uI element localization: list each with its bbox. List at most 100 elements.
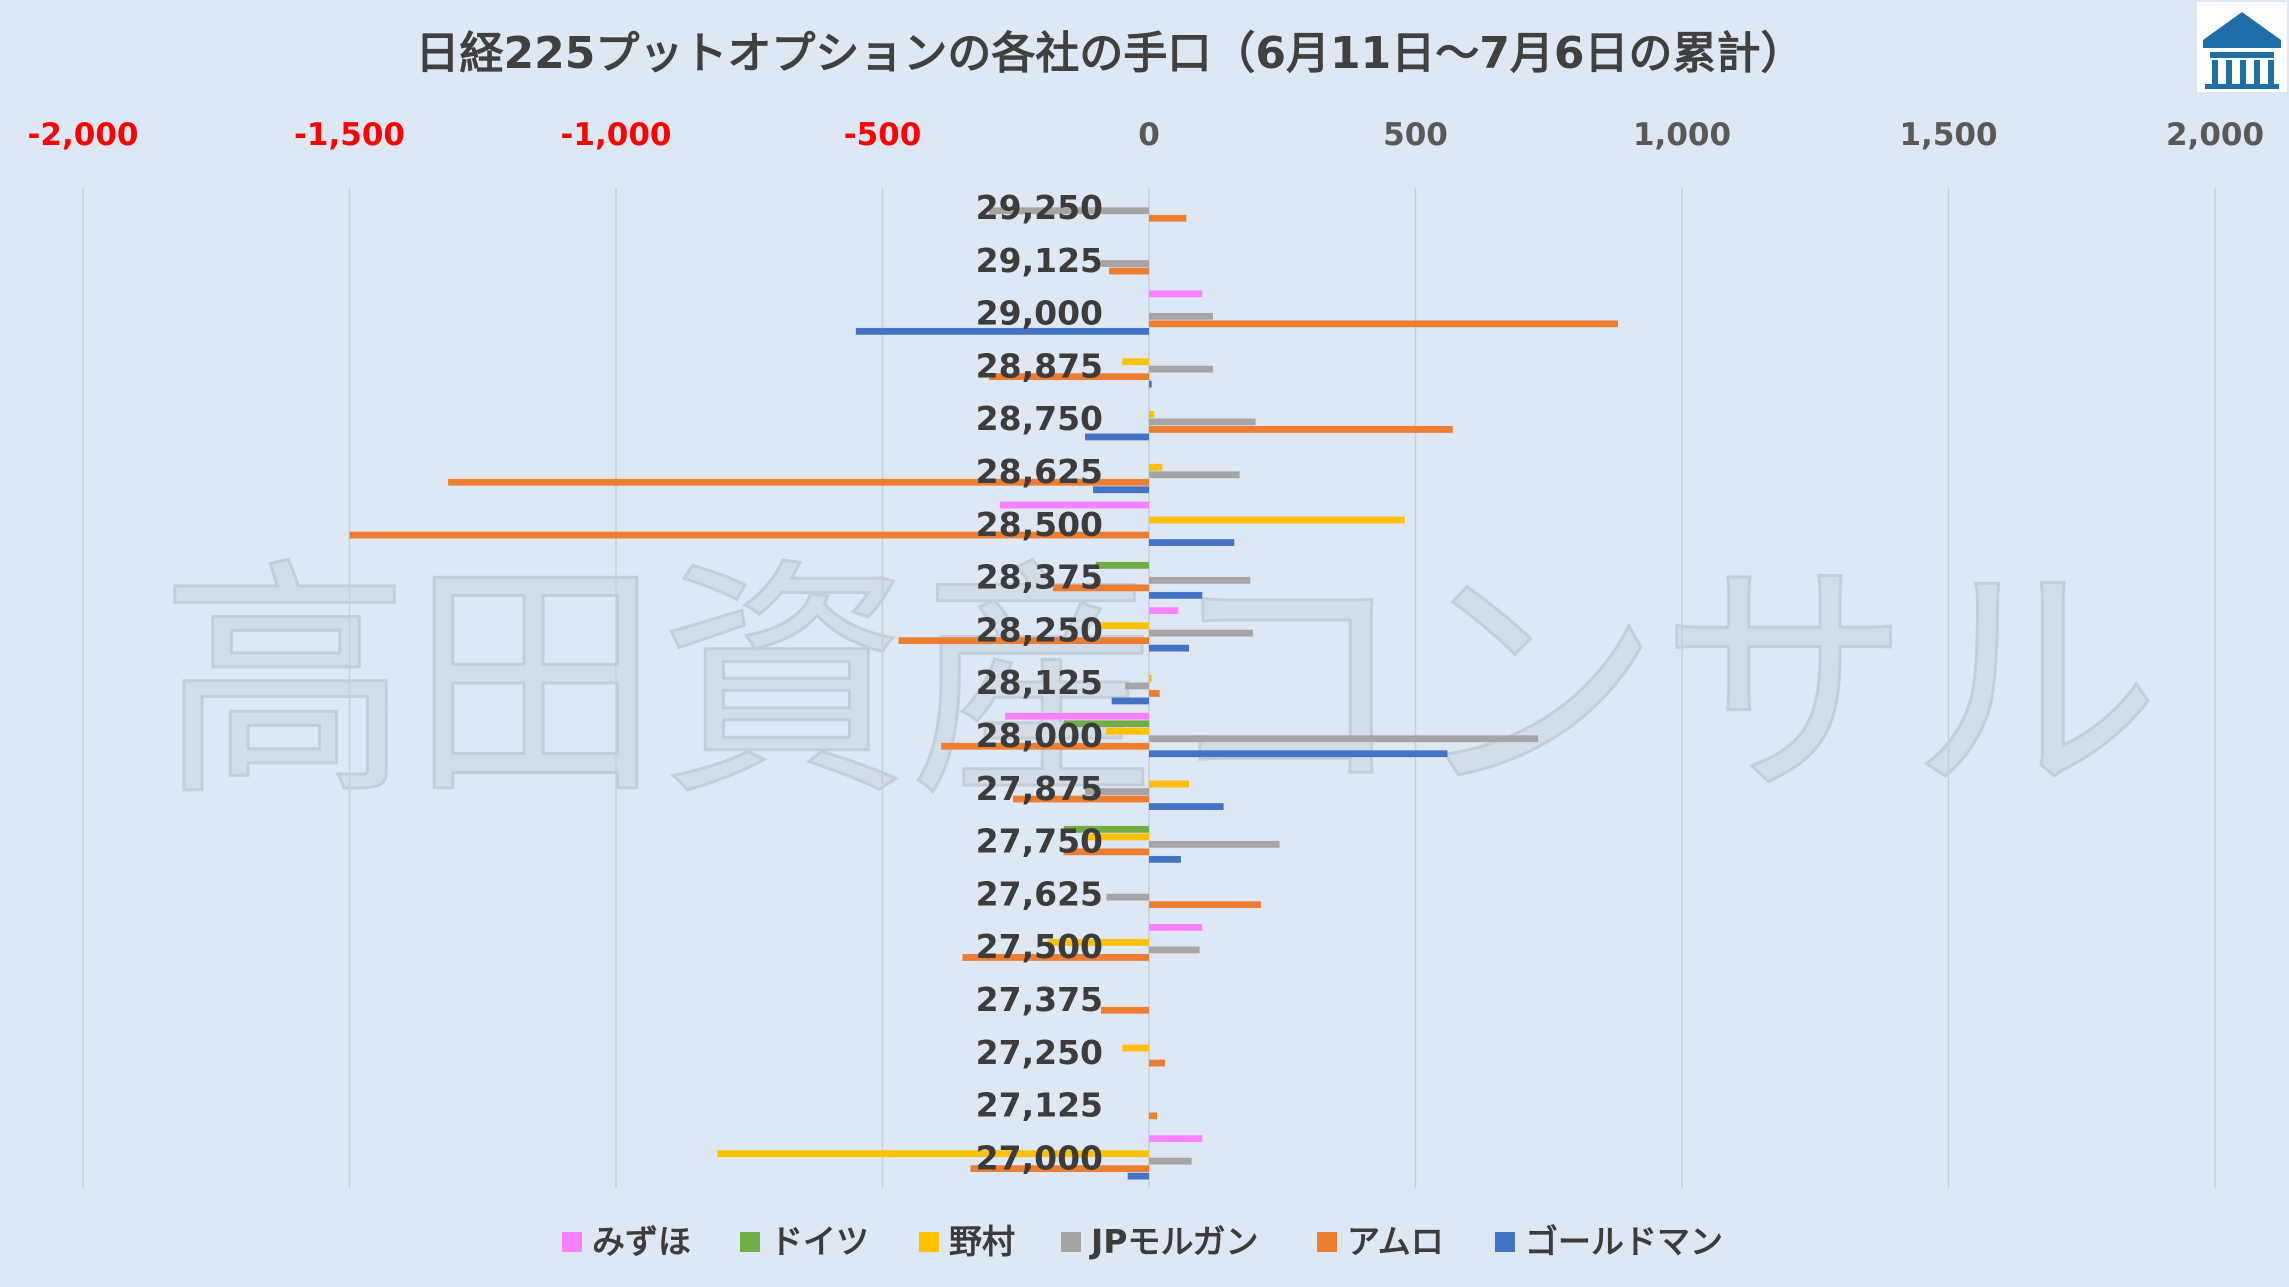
bar <box>1149 629 1253 637</box>
bar <box>1149 576 1251 584</box>
legend: みずほ ドイツ 野村 JPモルガン アムロ ゴールドマン <box>562 1222 1723 1261</box>
legend-swatch <box>1495 1232 1515 1252</box>
category-label: 27,125 <box>976 1086 1103 1125</box>
category-label: 28,375 <box>976 558 1103 597</box>
category-labels: 29,250 29,125 29,000 28,875 28,750 28,625 28,5… <box>976 188 1103 1177</box>
category-label: 28,250 <box>976 610 1103 649</box>
bar <box>1047 939 1149 946</box>
legend-item: ゴールドマン <box>1495 1222 1723 1261</box>
category-label: 27,375 <box>976 980 1103 1019</box>
bar <box>1149 750 1448 758</box>
bar <box>1063 848 1149 856</box>
bar <box>448 478 1150 486</box>
bar <box>1106 727 1149 735</box>
category-label: 27,750 <box>976 822 1103 861</box>
bar <box>1149 901 1261 909</box>
bar <box>989 373 1149 381</box>
bar <box>1149 380 1152 388</box>
bar <box>1149 1157 1192 1165</box>
category-label: 27,875 <box>976 769 1103 808</box>
category-label: 29,250 <box>976 188 1103 227</box>
legend-swatch <box>740 1232 760 1252</box>
bar <box>1149 463 1163 471</box>
legend-swatch <box>1061 1232 1081 1252</box>
bar <box>1149 675 1152 682</box>
x-tick-label: -1,500 <box>294 117 405 153</box>
bar <box>1101 260 1149 267</box>
category-label: 27,000 <box>976 1138 1103 1177</box>
chart-title: 日経225プットオプションの各社の手口（6月11日〜7月6日の累計） <box>416 28 1805 79</box>
bar <box>855 327 1149 335</box>
bar <box>1149 924 1203 931</box>
x-tick-label: -1,000 <box>561 117 672 153</box>
bar <box>1053 584 1149 592</box>
category-label: 29,125 <box>976 241 1103 280</box>
category-label: 28,000 <box>976 716 1103 755</box>
bar <box>1149 855 1181 863</box>
bar <box>1149 644 1189 652</box>
legend-item: みずほ <box>562 1222 691 1261</box>
bar <box>1149 516 1405 524</box>
bar <box>1149 735 1539 743</box>
bar <box>1063 825 1149 833</box>
bar <box>1149 690 1160 697</box>
bar <box>989 207 1149 215</box>
bar <box>1149 214 1187 222</box>
bar <box>1063 720 1149 728</box>
bar <box>1149 1135 1203 1143</box>
x-tick-label: 0 <box>1138 117 1160 153</box>
bar <box>1149 312 1213 320</box>
bar <box>1095 561 1149 569</box>
bar <box>1109 267 1149 275</box>
bar <box>1093 486 1149 494</box>
legend-label: ドイツ <box>770 1222 869 1261</box>
legend-label: みずほ <box>592 1222 691 1261</box>
legend-item: 野村 <box>919 1222 1015 1261</box>
x-tick-label: -500 <box>844 117 922 153</box>
x-tick-label: 500 <box>1383 117 1448 153</box>
legend-swatch <box>919 1232 939 1252</box>
x-tick-label: 2,000 <box>2166 117 2264 153</box>
bar <box>999 501 1149 509</box>
bar <box>1149 780 1189 788</box>
legend-item: ドイツ <box>740 1222 869 1261</box>
watermark: 高田資産コンサル <box>160 538 2160 829</box>
bar <box>1013 795 1149 803</box>
legend-swatch <box>562 1232 582 1252</box>
bar <box>1111 697 1149 705</box>
bar <box>1085 433 1149 441</box>
bar <box>1101 1006 1149 1014</box>
bar <box>349 531 1149 539</box>
bar <box>1149 840 1280 848</box>
category-label: 28,875 <box>976 346 1103 385</box>
bar <box>1149 320 1619 328</box>
category-label: 29,000 <box>976 294 1103 333</box>
category-label: 27,250 <box>976 1033 1103 1072</box>
bar <box>970 1165 1149 1173</box>
legend-label: JPモルガン <box>1089 1222 1258 1261</box>
bar <box>1085 833 1149 841</box>
legend-label: 野村 <box>949 1222 1015 1261</box>
bar <box>1149 290 1203 298</box>
bar <box>1122 358 1149 366</box>
category-label: 28,500 <box>976 505 1103 544</box>
bar <box>1149 607 1179 615</box>
legend-item: JPモルガン <box>1061 1222 1258 1261</box>
bar <box>1085 788 1149 795</box>
bar <box>1149 539 1235 546</box>
category-label: 27,625 <box>976 874 1103 913</box>
bar <box>1149 803 1224 810</box>
bar <box>898 637 1149 645</box>
bar <box>1106 893 1149 901</box>
bar <box>1005 712 1149 720</box>
bar <box>1149 418 1256 426</box>
bar <box>1149 411 1155 418</box>
x-axis-tick-labels: -2,000 -1,500 -1,000 -500 0 500 1,000 1,500 2,00… <box>28 117 2264 153</box>
x-tick-label: -2,000 <box>28 117 139 153</box>
x-tick-label: 1,500 <box>1899 117 1997 153</box>
legend-label: アムロ <box>1347 1222 1444 1261</box>
bars <box>349 207 1619 1180</box>
x-tick-label: 1,000 <box>1633 117 1731 153</box>
bar <box>717 1150 1149 1158</box>
